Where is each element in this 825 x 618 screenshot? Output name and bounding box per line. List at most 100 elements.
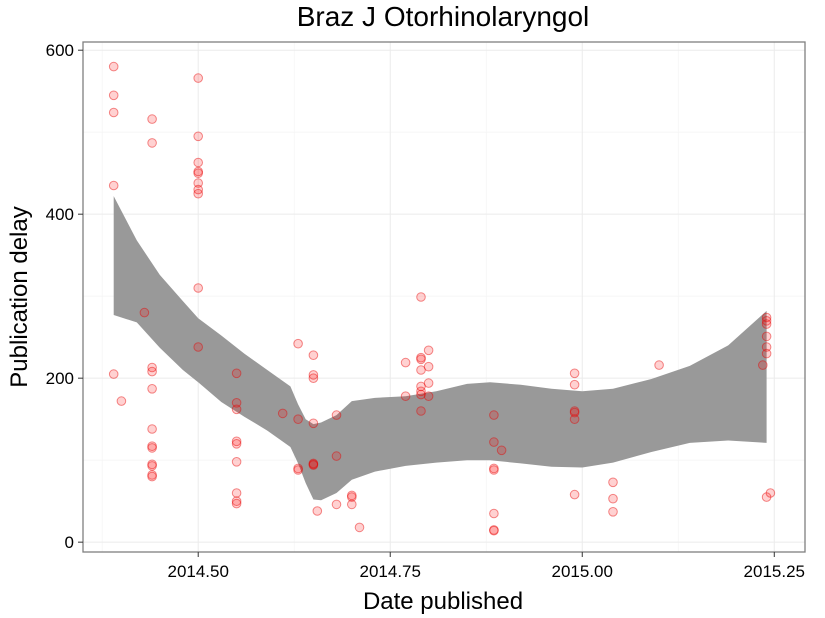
data-point — [423, 378, 434, 388]
data-point — [416, 389, 426, 400]
data-point — [416, 365, 426, 375]
data-point — [193, 168, 203, 178]
y-axis-title: Publication delay — [6, 206, 33, 387]
data-point — [147, 443, 157, 453]
confidence-band — [113, 196, 767, 501]
y-tick-label: 600 — [46, 41, 74, 60]
data-point — [416, 381, 426, 392]
axes: 2014.50 2014.75 2015.00 2015.25 0 200 400 600 — [46, 41, 805, 581]
data-point — [761, 342, 772, 352]
data-point — [489, 410, 499, 420]
x-axis-title: Date published — [363, 588, 523, 615]
data-point — [608, 477, 618, 488]
data-point — [308, 458, 319, 469]
data-point — [139, 307, 150, 318]
data-point — [489, 525, 499, 536]
data-point — [761, 312, 772, 323]
data-point — [354, 522, 365, 533]
data-point — [147, 362, 157, 373]
data-point — [293, 463, 303, 474]
data-point — [761, 492, 772, 502]
data-point — [416, 354, 426, 365]
grid — [83, 42, 805, 552]
data-point — [489, 463, 499, 474]
data-point — [761, 348, 772, 359]
data-point — [231, 404, 242, 415]
data-point — [347, 490, 357, 501]
data-point — [308, 418, 319, 429]
x-tick-label: 2014.50 — [167, 562, 228, 581]
data-point — [308, 459, 319, 470]
data-point — [489, 437, 499, 447]
data-point — [293, 414, 303, 425]
data-point — [569, 406, 580, 416]
data-point — [147, 471, 157, 482]
data-point — [308, 350, 319, 361]
data-point — [147, 384, 157, 394]
data-point — [193, 166, 203, 177]
data-point — [608, 507, 618, 517]
data-point — [193, 157, 203, 168]
data-point — [193, 342, 203, 352]
data-point — [308, 373, 319, 384]
data-point — [231, 457, 242, 467]
data-point — [416, 352, 426, 363]
data-point — [277, 408, 288, 419]
data-point — [765, 488, 776, 498]
data-point — [147, 441, 157, 452]
data-point — [293, 338, 303, 349]
data-point — [758, 360, 768, 370]
data-point — [761, 316, 772, 326]
data-point — [193, 131, 203, 142]
data-point — [147, 424, 157, 434]
data-point — [308, 370, 319, 380]
data-point — [331, 410, 342, 420]
data-point — [569, 368, 580, 379]
data-point — [147, 461, 157, 471]
x-tick-label: 2014.75 — [360, 562, 421, 581]
data-point — [312, 506, 323, 516]
data-point — [489, 465, 499, 475]
data-point — [400, 357, 411, 368]
data-point — [231, 488, 242, 498]
data-point — [193, 178, 203, 188]
data-point — [416, 292, 426, 302]
data-point — [331, 451, 342, 461]
chart-title: Braz J Otorhinolaryngol — [297, 1, 590, 32]
data-point — [147, 114, 157, 124]
y-tick-label: 400 — [46, 205, 74, 224]
data-point — [608, 493, 618, 504]
data-point — [761, 319, 772, 329]
data-point — [147, 366, 157, 377]
data-point — [347, 492, 357, 502]
data-point — [308, 460, 319, 470]
data-point — [347, 499, 357, 510]
data-point — [654, 360, 664, 370]
data-point — [231, 439, 242, 449]
data-point — [489, 525, 499, 535]
data-point — [231, 498, 242, 509]
y-tick-label: 0 — [65, 533, 74, 552]
data-point — [569, 414, 580, 425]
data-point — [193, 188, 203, 199]
data-point — [231, 496, 242, 507]
smooth-confidence-ribbon — [113, 196, 767, 501]
data-point — [108, 90, 119, 101]
data-point — [423, 345, 434, 356]
data-point — [108, 180, 119, 191]
data-point — [193, 184, 203, 195]
data-point — [231, 368, 242, 379]
data-point — [108, 369, 119, 379]
data-point — [108, 107, 119, 118]
data-point — [193, 283, 203, 293]
data-point — [147, 138, 157, 148]
data-point — [761, 331, 772, 342]
plot-panel-border — [82, 41, 806, 553]
x-tick-label: 2015.25 — [744, 562, 805, 581]
data-point — [496, 445, 507, 456]
data-point — [489, 508, 499, 519]
x-tick-label: 2015.00 — [552, 562, 613, 581]
data-point — [423, 391, 434, 402]
data-point — [293, 465, 303, 475]
